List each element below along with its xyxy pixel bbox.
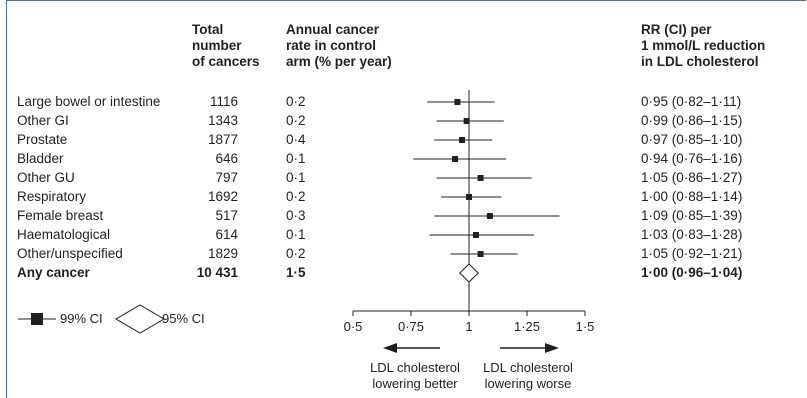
x-tick-label: 0·75 <box>398 319 424 334</box>
point-estimate-square <box>472 232 479 238</box>
row-rate: 0·1 <box>286 170 306 185</box>
row-total: 1877 <box>207 132 238 147</box>
row-label: Other GU <box>17 170 75 185</box>
row-rate: 0·2 <box>286 189 306 204</box>
direction-note-worse: LDL cholesterol lowering worse <box>483 360 573 391</box>
row-label: Other GI <box>17 113 69 128</box>
row-label: Haematological <box>17 227 111 242</box>
point-estimate-square <box>486 213 493 219</box>
total-row-label: Any cancer <box>17 265 90 280</box>
total-row-count: 10 431 <box>196 265 238 280</box>
row-total: 517 <box>215 208 238 223</box>
row-label: Prostate <box>17 132 68 147</box>
legend-99ci-label: 99% CI <box>60 311 103 326</box>
point-estimate-square <box>477 251 484 257</box>
row-rr: 1·03 (0·83–1·28) <box>641 227 743 242</box>
row-label: Large bowel or intestine <box>17 94 161 109</box>
row-rate: 0·2 <box>286 94 306 109</box>
x-tick-label: 0·5 <box>344 319 363 334</box>
x-tick-label: 1·5 <box>576 319 595 334</box>
row-rr: 1·05 (0·92–1·21) <box>641 246 743 261</box>
legend-95ci-diamond <box>115 304 165 334</box>
row-total: 1829 <box>207 246 238 261</box>
arrow-right-head <box>545 343 559 353</box>
point-estimate-square <box>459 137 466 143</box>
point-estimate-square <box>466 194 472 200</box>
direction-note-better: LDL cholesterol lowering better <box>370 360 460 391</box>
summary-diamond <box>459 263 479 283</box>
row-label: Respiratory <box>17 189 87 204</box>
row-total: 646 <box>215 151 238 166</box>
row-label: Bladder <box>17 151 64 166</box>
legend-99ci-square <box>31 313 43 325</box>
row-label: Female breast <box>17 208 104 223</box>
row-rr: 0·94 (0·76–1·16) <box>641 151 743 166</box>
row-rate: 0·3 <box>286 208 306 223</box>
row-total: 614 <box>215 227 238 242</box>
row-rate: 0·1 <box>286 151 306 166</box>
header-total: Total number of cancers <box>192 22 260 69</box>
row-total: 1343 <box>207 113 238 128</box>
row-rr: 1·05 (0·86–1·27) <box>641 170 743 185</box>
row-label: Other/unspecified <box>17 246 123 261</box>
arrow-left-head <box>383 343 397 353</box>
row-total: 797 <box>215 170 238 185</box>
total-row-rate: 1·5 <box>286 265 306 280</box>
figure-frame <box>6 0 806 398</box>
x-tick-label: 1 <box>465 319 472 334</box>
total-row-rr: 1·00 (0·96–1·04) <box>641 265 743 280</box>
row-total: 1116 <box>209 94 238 109</box>
row-rr: 0·95 (0·82–1·11) <box>641 94 742 109</box>
row-total: 1692 <box>207 189 238 204</box>
row-rate: 0·2 <box>286 246 306 261</box>
row-rate: 0·1 <box>286 227 306 242</box>
x-tick-label: 1·25 <box>514 319 540 334</box>
legend-95ci-label: 95% CI <box>162 311 205 326</box>
point-estimate-square <box>452 156 459 162</box>
row-rate: 0·4 <box>286 132 306 147</box>
row-rate: 0·2 <box>286 113 306 128</box>
point-estimate-square <box>463 118 470 124</box>
row-rr: 1·00 (0·88–1·14) <box>641 189 743 204</box>
point-estimate-square <box>477 175 484 181</box>
point-estimate-square <box>454 99 461 105</box>
row-rr: 0·97 (0·85–1·10) <box>641 132 743 147</box>
row-rr: 0·99 (0·86–1·15) <box>641 113 743 128</box>
header-rate: Annual cancer rate in control arm (% per… <box>286 22 392 69</box>
row-rr: 1·09 (0·85–1·39) <box>641 208 743 223</box>
header-rr: RR (CI) per 1 mmol/L reduction in LDL ch… <box>641 22 766 69</box>
